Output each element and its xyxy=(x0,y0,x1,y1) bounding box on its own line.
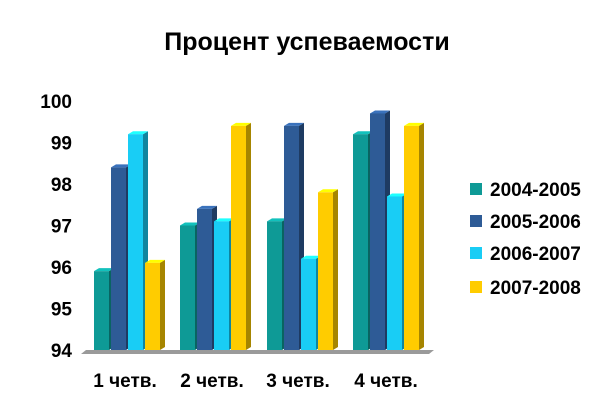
legend-item: 2005-2006 xyxy=(470,212,581,233)
legend-label: 2006-2007 xyxy=(490,244,581,265)
bar xyxy=(231,122,251,351)
legend-label: 2004-2005 xyxy=(490,180,581,201)
y-tick-label: 96 xyxy=(51,258,72,279)
chart-floor xyxy=(81,350,434,354)
x-axis: 1 четв. 2 четв. 3 четв. 4 четв. xyxy=(93,371,417,392)
x-tick-label: 2 четв. xyxy=(180,371,243,392)
legend-swatch xyxy=(470,215,482,227)
y-axis: 94 95 96 97 98 99 100 xyxy=(40,92,72,362)
bars xyxy=(94,110,424,351)
y-tick-label: 99 xyxy=(51,134,72,155)
legend-item: 2004-2005 xyxy=(470,180,581,201)
legend-swatch xyxy=(470,247,482,259)
legend-label: 2005-2006 xyxy=(490,212,581,233)
legend: 2004-2005 2005-2006 2006-2007 2007-2008 xyxy=(470,180,581,299)
bar xyxy=(404,122,424,351)
bar xyxy=(318,189,338,350)
legend-item: 2006-2007 xyxy=(470,244,581,265)
x-tick-label: 3 четв. xyxy=(266,371,329,392)
legend-swatch xyxy=(470,281,482,293)
bar xyxy=(145,259,165,350)
x-tick-label: 1 четв. xyxy=(93,371,156,392)
legend-label: 2007-2008 xyxy=(490,278,581,299)
chart-title: Процент успеваемости xyxy=(164,28,449,56)
legend-swatch xyxy=(470,183,482,195)
y-tick-label: 95 xyxy=(51,300,73,321)
y-tick-label: 100 xyxy=(40,92,72,113)
legend-item: 2007-2008 xyxy=(470,278,581,299)
floor xyxy=(81,350,434,354)
x-tick-label: 4 четв. xyxy=(354,371,417,392)
y-tick-label: 94 xyxy=(51,341,73,362)
y-tick-label: 98 xyxy=(51,175,72,196)
y-tick-label: 97 xyxy=(51,217,72,238)
